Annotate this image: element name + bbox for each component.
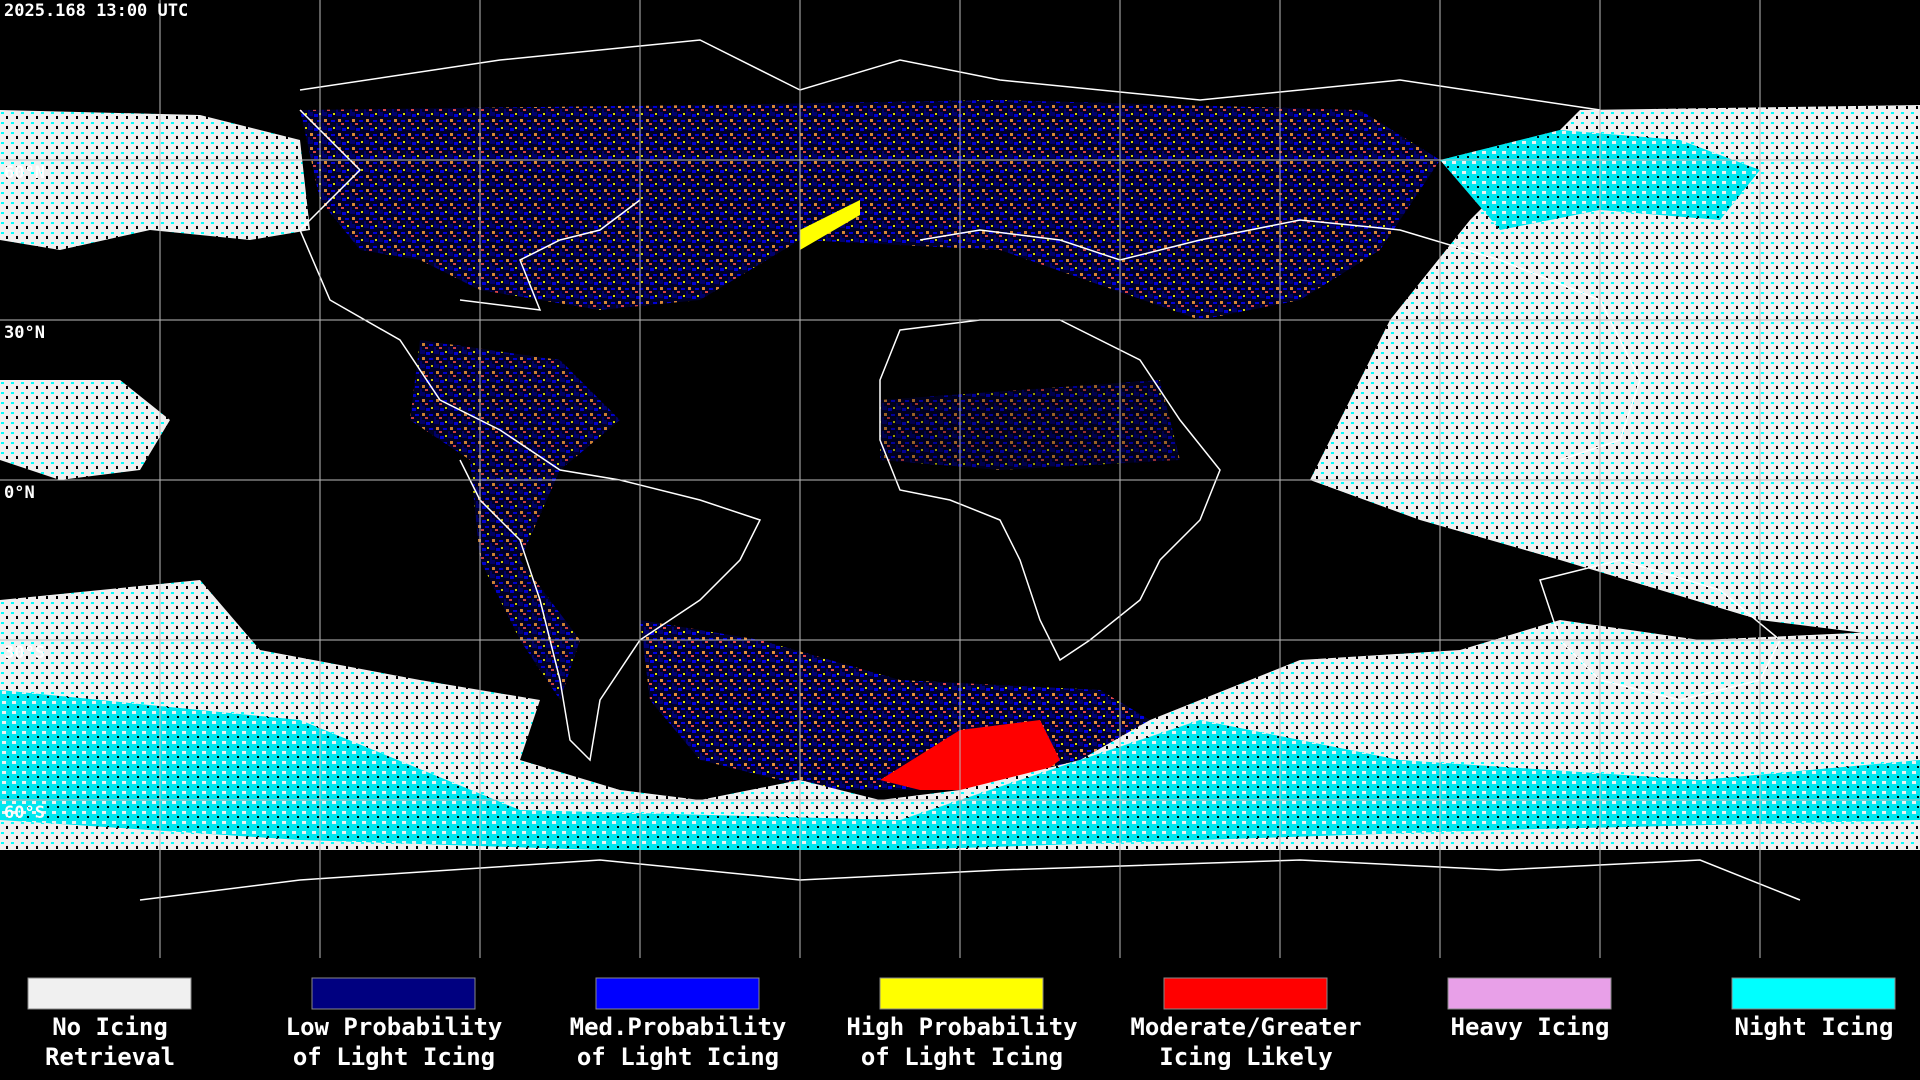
latitude-label: 60°N (4, 163, 45, 183)
icing-region (410, 340, 620, 700)
latitude-labels: 60°N 30°N 0°N 30°S 60°S (4, 163, 45, 823)
legend-label: Heavy Icing (1451, 1013, 1610, 1041)
legend-label: Retrieval (45, 1043, 175, 1071)
legend-swatch (1163, 977, 1328, 1010)
cloud-region (0, 380, 170, 480)
cloud-region (0, 110, 310, 250)
legend-label: of Light Icing (577, 1043, 779, 1071)
legend-swatch (311, 977, 476, 1010)
latitude-label: 60°S (4, 803, 45, 823)
legend-label: Night Icing (1735, 1013, 1894, 1041)
icing-region (880, 380, 1180, 470)
legend-swatch (595, 977, 760, 1010)
high-icing-streak (800, 200, 860, 250)
legend-label: Moderate/Greater (1130, 1013, 1361, 1041)
icing-region (300, 100, 1440, 320)
timestamp: 2025.168 13:00 UTC (4, 1, 188, 21)
latitude-label: 30°N (4, 323, 45, 343)
legend-swatch (879, 977, 1044, 1010)
latitude-label: 0°N (4, 483, 35, 503)
graticule (0, 0, 1920, 958)
legend-label: Low Probability (286, 1013, 503, 1041)
moderate-icing-region (880, 720, 1060, 790)
legend-label: Icing Likely (1159, 1043, 1332, 1071)
legend-label: of Light Icing (861, 1043, 1063, 1071)
legend-label: No Icing (52, 1013, 168, 1041)
legend-label: High Probability (846, 1013, 1077, 1041)
legend-label: Med.Probability (570, 1013, 787, 1041)
legend-swatch (1731, 977, 1896, 1010)
latitude-label: 30°S (4, 643, 45, 663)
legend-label: of Light Icing (293, 1043, 495, 1071)
legend-swatch (27, 977, 192, 1010)
legend-swatch (1447, 977, 1612, 1010)
cloud-region (1310, 105, 1920, 640)
